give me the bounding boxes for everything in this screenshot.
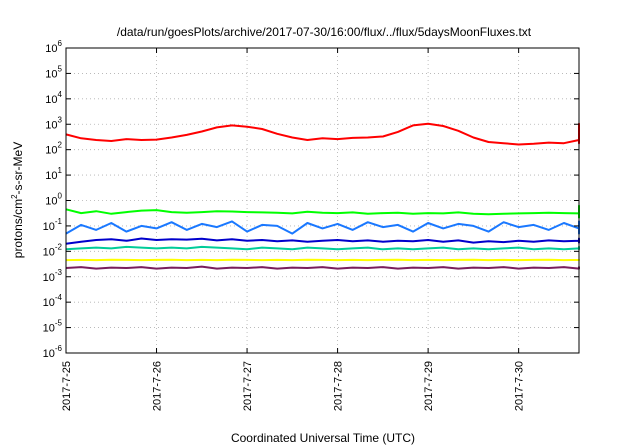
- y-tick-label-exponent: 0: [58, 192, 63, 201]
- y-tick-label: 10-5: [43, 319, 63, 335]
- y-tick-label-exponent: 5: [58, 64, 63, 73]
- x-axis-label: Coordinated Universal Time (UTC): [231, 431, 415, 445]
- y-tick-label-exponent: -4: [55, 293, 63, 302]
- y-tick-label: 100: [45, 192, 62, 208]
- x-tick-label: 2017-7-26: [152, 361, 164, 411]
- y-tick-label: 105: [45, 64, 62, 80]
- series-line-7: [65, 265, 580, 270]
- y-axis-label-base: protons/cm: [11, 199, 25, 258]
- y-tick-label: 106: [45, 39, 62, 55]
- series-line-4: [65, 237, 580, 245]
- y-tick-label-exponent: 1: [58, 166, 63, 175]
- y-tick-label: 102: [45, 141, 62, 157]
- x-axis: 2017-7-25 2017-7-26 2017-7-27 2017-7-28 2017…: [61, 48, 526, 411]
- y-tick-label: 104: [45, 90, 62, 106]
- y-tick-label-exponent: -6: [55, 344, 63, 353]
- y-tick-label: 10-1: [43, 217, 63, 233]
- series-group: [65, 122, 580, 270]
- y-tick-label-base: 10: [43, 348, 55, 360]
- y-tick-label-base: 10: [45, 196, 57, 208]
- y-tick-label: 103: [45, 115, 62, 131]
- y-tick-label-base: 10: [43, 272, 55, 284]
- y-tick-label: 101: [45, 166, 62, 182]
- y-tick-label-base: 10: [43, 323, 55, 335]
- y-tick-label-base: 10: [43, 297, 55, 309]
- y-tick-label-exponent: 4: [58, 90, 63, 99]
- y-tick-label-exponent: -1: [55, 217, 63, 226]
- y-tick-label: 10-4: [43, 293, 63, 309]
- grid: [66, 48, 579, 353]
- y-tick-label-base: 10: [43, 246, 55, 258]
- y-tick-label-base: 10: [45, 68, 57, 80]
- series-line-5: [65, 245, 580, 251]
- y-tick-label-exponent: -3: [55, 268, 63, 277]
- y-tick-label: 10-2: [43, 242, 63, 258]
- y-tick-label-exponent: -5: [55, 319, 63, 328]
- y-tick-label-exponent: -2: [55, 242, 63, 251]
- y-tick-label-base: 10: [45, 145, 57, 157]
- chart-title: /data/run/goesPlots/archive/2017-07-30/1…: [117, 25, 532, 39]
- x-tick-label: 2017-7-28: [333, 361, 345, 411]
- y-axis-label: protons/cm2-s-sr-MeV: [10, 142, 25, 258]
- y-axis: 10-610-510-410-310-210-11001011021031041…: [43, 39, 579, 360]
- y-tick-label-base: 10: [43, 221, 55, 233]
- y-tick-label-base: 10: [45, 94, 57, 106]
- x-tick-label: 2017-7-27: [242, 361, 254, 411]
- y-tick-label: 10-3: [43, 268, 63, 284]
- series-line-1: [65, 122, 580, 146]
- y-axis-label-superscript: 2: [10, 194, 19, 199]
- y-axis-label-rest: -s-sr-MeV: [11, 142, 25, 195]
- y-tick-label-base: 10: [45, 170, 57, 182]
- series-line-3: [65, 220, 580, 235]
- y-tick-label: 10-6: [43, 344, 63, 360]
- x-tick-label: 2017-7-29: [423, 361, 435, 411]
- y-tick-label-base: 10: [45, 43, 57, 55]
- y-tick-label-base: 10: [45, 119, 57, 131]
- y-tick-label-exponent: 2: [58, 141, 63, 150]
- series-line-2: [65, 204, 580, 219]
- x-tick-label: 2017-7-25: [61, 361, 73, 411]
- x-tick-label: 2017-7-30: [514, 361, 526, 411]
- y-tick-label-exponent: 6: [58, 39, 63, 48]
- y-tick-label-exponent: 3: [58, 115, 63, 124]
